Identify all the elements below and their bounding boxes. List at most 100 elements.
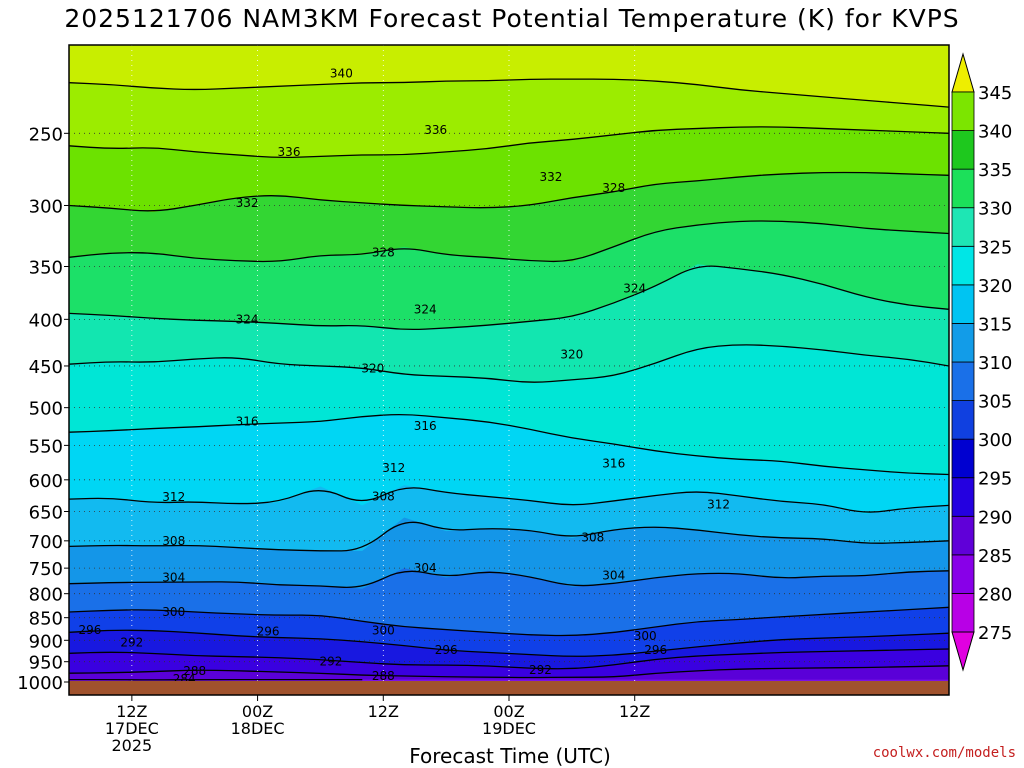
band-above-340 — [69, 45, 949, 108]
colorbar-label: 275 — [978, 623, 1012, 644]
y-tick-label: 600 — [29, 471, 63, 492]
y-tick-label: 300 — [29, 196, 63, 217]
colorbar-label: 345 — [978, 83, 1012, 104]
colorbar-segment — [951, 361, 975, 401]
isoline-332 — [69, 171, 949, 212]
y-tick-label: 400 — [29, 310, 63, 331]
contour-label-288: 288 — [183, 664, 206, 678]
y-tick-label: 1000 — [17, 673, 63, 694]
contour-label-308: 308 — [581, 530, 604, 544]
colorbar-segment — [951, 593, 975, 633]
contour-label-312: 312 — [382, 461, 405, 475]
colorbar-label: 295 — [978, 469, 1012, 490]
contour-labels-layer: 340 336 336 332 332 328 328 324 324 324 320 320 316 3… — [78, 67, 729, 687]
contour-label-304: 304 — [414, 561, 437, 575]
x-tick-label: 18DEC — [231, 719, 285, 738]
y-tick-label: 750 — [29, 559, 63, 580]
colorbar-segment — [951, 477, 975, 517]
x-tick-label: 19DEC — [482, 719, 536, 738]
isoline-296 — [69, 629, 949, 657]
contour-label-324: 324 — [623, 281, 646, 295]
contour-label-320: 320 — [361, 362, 384, 376]
y-tick-label: 950 — [29, 653, 63, 674]
x-tick-label: 2025 — [111, 736, 152, 755]
contour-label-328: 328 — [372, 246, 395, 260]
isoline-340 — [69, 78, 949, 108]
colorbar-segment — [951, 245, 975, 286]
colorbar-segment — [951, 323, 975, 363]
isoline-288 — [69, 665, 949, 679]
isoline-328 — [69, 220, 949, 263]
isoline-308 — [69, 521, 949, 552]
colorbar-label: 305 — [978, 392, 1012, 413]
isoline-336 — [69, 126, 949, 159]
terrain-ground — [69, 681, 949, 695]
credit-text[interactable]: coolwx.com/models — [872, 745, 1016, 761]
contour-lines-layer — [69, 78, 949, 681]
colorbar-label: 340 — [978, 122, 1012, 143]
colorbar-segment — [951, 515, 975, 556]
contour-label-296: 296 — [257, 624, 280, 638]
contour-label-296: 296 — [78, 623, 101, 637]
contour-label-324: 324 — [414, 302, 437, 316]
contour-label-336: 336 — [278, 145, 301, 159]
fill-layer — [69, 45, 949, 695]
contour-label-300: 300 — [162, 605, 185, 619]
colorbar-label: 330 — [978, 199, 1012, 220]
y-tick-label: 550 — [29, 436, 63, 457]
isoline-292 — [69, 648, 949, 670]
colorbar-segment — [951, 130, 975, 170]
x-tick-label: 12Z — [619, 702, 650, 721]
contour-label-312: 312 — [162, 490, 185, 504]
colorbar-label: 315 — [978, 314, 1012, 335]
colorbar-label: 290 — [978, 507, 1012, 528]
colorbar-segment — [951, 168, 975, 209]
colorbar-label: 285 — [978, 546, 1012, 567]
y-tick-label: 450 — [29, 357, 63, 378]
contour-label-316: 316 — [414, 419, 437, 433]
colorbar-segment — [951, 554, 975, 594]
y-tick-label: 350 — [29, 257, 63, 278]
contour-label-340: 340 — [330, 67, 353, 81]
isoline-312 — [69, 487, 949, 513]
colorbar: 275 280 285 290 295 300 305 310 315 320 325 330 335 3… — [951, 52, 1012, 672]
contour-label-308: 308 — [162, 534, 185, 548]
colorbar-label: 320 — [978, 276, 1012, 297]
colorbar-label: 300 — [978, 430, 1012, 451]
contour-label-304: 304 — [162, 571, 185, 585]
isoline-304 — [69, 570, 949, 589]
contour-label-304: 304 — [602, 568, 625, 582]
colorbar-segment — [951, 438, 975, 479]
contour-label-308: 308 — [372, 490, 395, 504]
colorbar-max-arrow — [951, 52, 975, 93]
contour-label-296: 296 — [644, 643, 667, 657]
contour-label-292: 292 — [120, 635, 143, 649]
contour-label-296: 296 — [435, 643, 458, 657]
colorbar-label: 280 — [978, 584, 1012, 605]
x-tick-label: 12Z — [368, 702, 399, 721]
y-tick-label: 900 — [29, 631, 63, 652]
x-axis-title: Forecast Time (UTC) — [409, 744, 611, 768]
contour-label-300: 300 — [372, 624, 395, 638]
contour-label-328: 328 — [602, 181, 625, 195]
y-axis: 2503003504004505005506006507007508008509… — [17, 124, 69, 694]
colorbar-label: 335 — [978, 160, 1012, 181]
y-tick-label: 800 — [29, 585, 63, 606]
y-tick-label: 850 — [29, 609, 63, 630]
contour-label-312: 312 — [707, 498, 730, 512]
contour-label-324: 324 — [236, 312, 259, 326]
colorbar-label: 325 — [978, 237, 1012, 258]
isoline-300 — [69, 606, 949, 637]
grid-layer — [69, 45, 949, 695]
contour-label-332: 332 — [539, 170, 562, 184]
contour-label-316: 316 — [602, 457, 625, 471]
y-tick-label: 650 — [29, 503, 63, 524]
contour-label-300: 300 — [634, 629, 657, 643]
contour-label-316: 316 — [236, 415, 259, 429]
x-tick-label: 12Z — [116, 702, 147, 721]
x-tick-label: 17DEC — [105, 719, 159, 738]
contour-label-332: 332 — [236, 196, 259, 210]
